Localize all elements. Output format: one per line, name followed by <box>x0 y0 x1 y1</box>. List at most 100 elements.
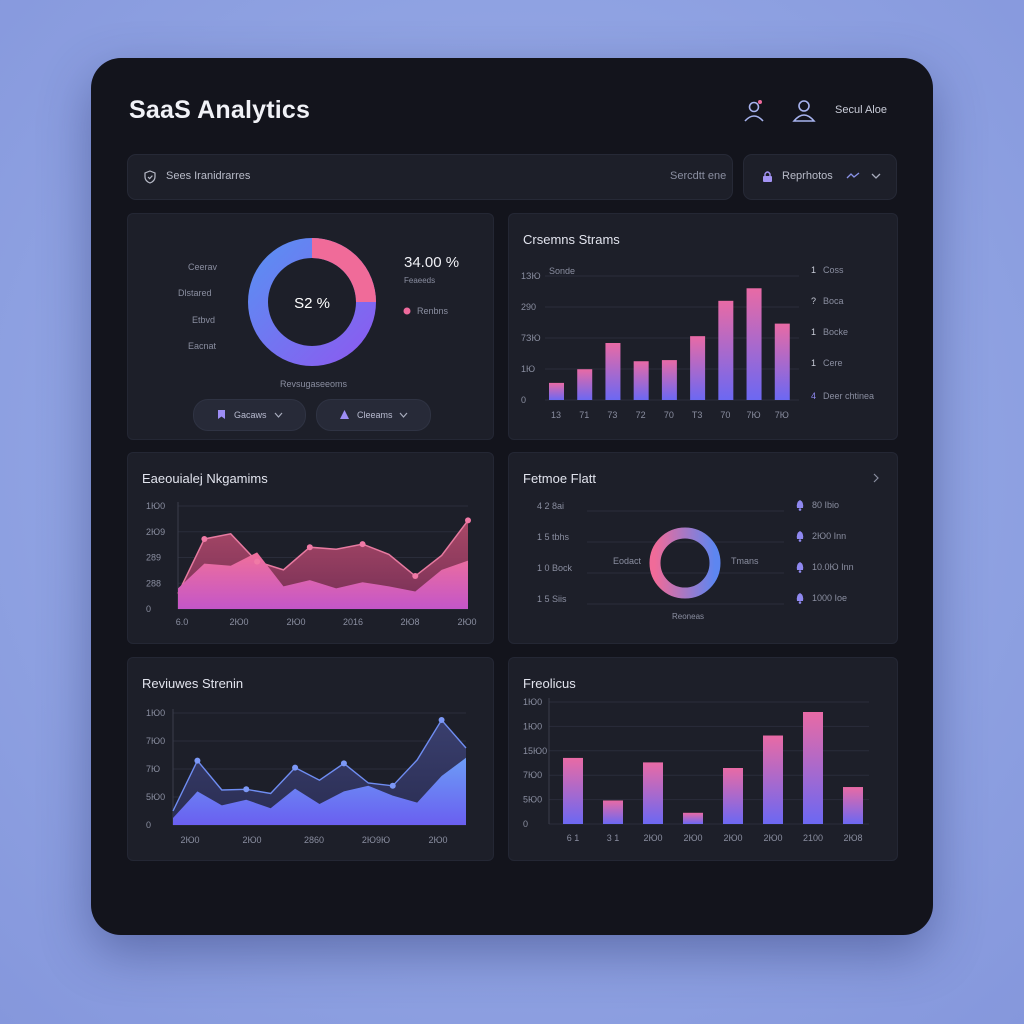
legend-number: ? <box>811 296 816 306</box>
y-tick-label: 1Ю0 <box>146 501 165 511</box>
data-point <box>438 717 445 723</box>
row-label: 1 5 tbhs <box>537 532 570 542</box>
row-label: 4 2 8ai <box>537 501 565 511</box>
x-tick-label: 2Ю0 <box>242 835 261 845</box>
x-tick-label: 2860 <box>304 835 324 845</box>
x-tick-label: 2Ю9Ю <box>362 835 390 845</box>
pill-label: Cleeams <box>357 410 393 420</box>
engagement-chart: 1Ю0 2Ю9 289 288 0 6.0 2Ю0 2Ю0 2016 2Ю8 2Ю0 <box>146 501 477 627</box>
y-tick-label: 288 <box>146 578 161 588</box>
card-title: Reviuwes Strenin <box>142 676 244 691</box>
y-tick-label: 7Ю0 <box>146 736 165 746</box>
predictions-card: Freolicus 1Ю0 1Ю0 15Ю0 7Ю0 5Ю0 0 6 1 3 1 2Ю0 2Ю0 2… <box>508 657 898 861</box>
donut-card: Ceerav Dlstared Etbvd Eacnat S2 % 34.00 … <box>127 213 494 440</box>
bar <box>643 762 663 824</box>
data-point <box>292 764 299 771</box>
big-percentage: 34.00 % <box>404 254 460 271</box>
x-tick-label: 2Ю0 <box>763 833 782 843</box>
y-tick-label: 0 <box>523 819 528 829</box>
y-tick-label: 290 <box>521 302 536 312</box>
user-icon[interactable] <box>741 98 767 124</box>
data-point <box>340 760 347 767</box>
x-tick-label: 2Ю0 <box>683 833 702 843</box>
y-tick-label: 7ЗЮ <box>521 333 541 343</box>
series-label: Sonde <box>549 266 576 276</box>
filter-dropdown[interactable]: Reprhotos <box>743 154 897 200</box>
app-title: SaaS Analytics <box>129 96 311 124</box>
y-tick-label: 7Ю <box>146 764 160 774</box>
y-tick-label: 1Ю <box>521 364 535 374</box>
y-tick-label: 5Ю0 <box>146 792 165 802</box>
row-value: 10.0Ю Inn <box>812 562 854 572</box>
x-tick-label: 2Ю0 <box>428 835 447 845</box>
predictions-chart: 1Ю0 1Ю0 15Ю0 7Ю0 5Ю0 0 6 1 3 1 2Ю0 2Ю0 2Ю0 2Ю0 2100 2… <box>523 697 869 843</box>
filter-label: Reprhotos <box>782 170 833 182</box>
x-tick-label: 2Ю0 <box>643 833 662 843</box>
x-tick-label: 70 <box>664 410 674 420</box>
chevron-down-icon <box>871 173 881 179</box>
feature-ring <box>649 527 721 599</box>
engagement-card: Eaeouialej Nkgamims 1Ю0 2Ю9 289 288 0 6.0 2Ю0 2… <box>127 452 494 644</box>
pill-label: Gacaws <box>234 410 267 420</box>
card-title: Crsemns Strams <box>523 232 620 247</box>
card-title: Freolicus <box>523 676 576 691</box>
search-label: Sees Iranidrarres <box>166 170 251 182</box>
y-tick-label: 1Ю0 <box>523 721 542 731</box>
bar <box>763 735 783 824</box>
customer-streams-card: Crsemns Strams Sonde 1ЗЮ 290 7ЗЮ 1Ю 0 13 71 73 7… <box>508 213 898 440</box>
profile-icon[interactable] <box>791 98 817 124</box>
x-tick-label: 2Ю0 <box>180 835 199 845</box>
area-series-front <box>178 552 468 609</box>
bookmark-icon <box>218 410 225 419</box>
trend-icon <box>846 172 860 179</box>
ring-left-label: Eodact <box>613 556 642 566</box>
row-value: 2Ю0 Inn <box>812 531 847 541</box>
revenue-streams-card: Reviuwes Strenin 1Ю0 7Ю0 7Ю 5Ю0 0 2Ю0 2Ю0 2860 2… <box>127 657 494 861</box>
bar <box>723 768 743 824</box>
row-value: 1000 Ioe <box>812 593 848 603</box>
search-bar[interactable]: Sees Iranidrarres Sercdtt ene <box>127 154 733 200</box>
card-title: Eaeouialej Nkgamims <box>142 471 268 486</box>
x-tick-label: 70 <box>720 410 730 420</box>
legend-number: 1 <box>811 358 816 368</box>
x-tick-label: 2016 <box>343 617 363 627</box>
row-label: 1 5 Siis <box>537 594 567 604</box>
bar <box>603 800 623 824</box>
x-tick-label: 13 <box>551 410 561 420</box>
bar <box>549 382 564 400</box>
y-tick-label: 5Ю0 <box>523 795 542 805</box>
search-action[interactable]: Sercdtt ene <box>670 170 727 182</box>
segment-dropdown-1[interactable]: Gacaws <box>193 399 306 431</box>
lock-icon <box>763 171 772 182</box>
x-tick-label: 2Ю0 <box>229 617 248 627</box>
left-label: Dlstared <box>178 288 212 298</box>
customer-streams-chart: 1ЗЮ 290 7ЗЮ 1Ю 0 13 71 73 72 70 T3 70 7Ю 7Ю 1 Coss? Boca… <box>521 265 874 420</box>
x-tick-label: 2Ю8 <box>843 833 862 843</box>
x-tick-label: 2Ю0 <box>723 833 742 843</box>
y-tick-label: 1ЗЮ <box>521 271 541 281</box>
left-label: Ceerav <box>188 262 218 272</box>
legend-number: 1 <box>811 327 816 337</box>
feature-card: Fetmoe Flatt 4 2 8ai 1 5 tbhs 1 0 Bock 1… <box>508 452 898 644</box>
data-point <box>243 786 250 793</box>
legend-label: Deer chtinea <box>823 391 874 401</box>
area-series-front <box>173 757 466 825</box>
chevron-right-icon[interactable] <box>872 473 880 483</box>
feature-chart <box>587 510 784 605</box>
legend-number: 4 <box>811 391 816 401</box>
x-tick-label: 3 1 <box>607 833 620 843</box>
data-point <box>201 535 208 542</box>
bar <box>683 812 703 824</box>
bar <box>577 369 593 400</box>
bar <box>563 757 583 824</box>
bar <box>661 360 677 400</box>
data-point <box>389 782 396 789</box>
data-point <box>359 541 366 548</box>
donut-center-value: S2 % <box>294 295 330 312</box>
x-tick-label: 2100 <box>803 833 823 843</box>
ring-caption: Reoneas <box>672 612 705 621</box>
x-tick-label: 6 1 <box>567 833 580 843</box>
chevron-down-icon <box>399 412 408 418</box>
segment-dropdown-2[interactable]: Cleeams <box>316 399 431 431</box>
user-name-label[interactable]: Secul Aloe <box>835 104 887 116</box>
